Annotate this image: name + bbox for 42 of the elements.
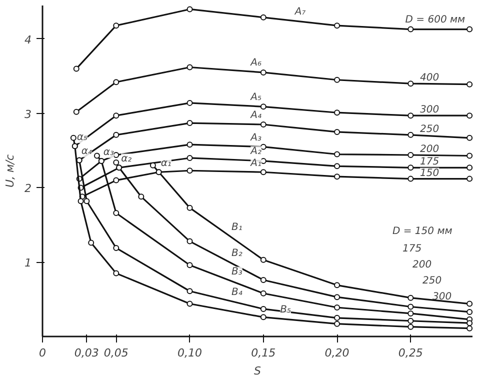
- annotation: 400: [420, 72, 440, 84]
- y-tick-label: 2: [24, 182, 32, 196]
- annotation: α₁: [160, 158, 172, 170]
- annotation: B₅: [280, 304, 291, 316]
- annotation: B₂: [232, 248, 242, 260]
- y-tick-label: 3: [24, 108, 32, 121]
- annotation: α₂: [121, 154, 132, 165]
- annotation: α₅: [76, 132, 88, 144]
- x-tick-label: 0,20: [324, 346, 350, 360]
- annotation: 250: [420, 124, 440, 135]
- annotation: B₁: [232, 222, 242, 234]
- annotation: A₇: [294, 6, 306, 18]
- x-tick-label: 0,03: [74, 346, 99, 360]
- annotation: B₃: [232, 266, 242, 278]
- annotation: α₄: [81, 146, 92, 158]
- annotation: A₅: [250, 92, 262, 103]
- annotation: 175: [402, 244, 422, 254]
- x-tick-label: 0: [39, 346, 46, 360]
- annotation: A₂: [250, 146, 262, 158]
- annotation: A₃: [250, 132, 262, 144]
- y-tick-label: 1: [24, 256, 32, 270]
- annotation: 300: [432, 292, 452, 302]
- annotation: α₃: [103, 146, 114, 158]
- y-axis-title: U, м/с: [4, 154, 16, 188]
- annotation: B₄: [232, 286, 242, 298]
- x-axis-title: S: [254, 364, 262, 378]
- annotation: D = 600 мм: [405, 14, 466, 26]
- annotation: A₁: [250, 158, 262, 170]
- annotation: D = 150 мм: [392, 226, 453, 237]
- x-tick-label: 0,25: [398, 346, 423, 360]
- x-tick-label: 0,10: [178, 346, 202, 360]
- annotation: 200: [420, 144, 440, 156]
- annotation: A₄: [250, 110, 262, 122]
- annotation: 200: [412, 260, 432, 270]
- x-tick-label: 0,15: [251, 346, 276, 360]
- y-tick-label: 4: [24, 33, 32, 46]
- annotation: A₆: [250, 58, 262, 69]
- annotation: 175: [420, 156, 440, 168]
- annotation: 150: [420, 168, 440, 179]
- x-tick-label: 0,05: [104, 346, 128, 360]
- annotation: 250: [422, 276, 442, 286]
- annotation: 300: [420, 104, 440, 116]
